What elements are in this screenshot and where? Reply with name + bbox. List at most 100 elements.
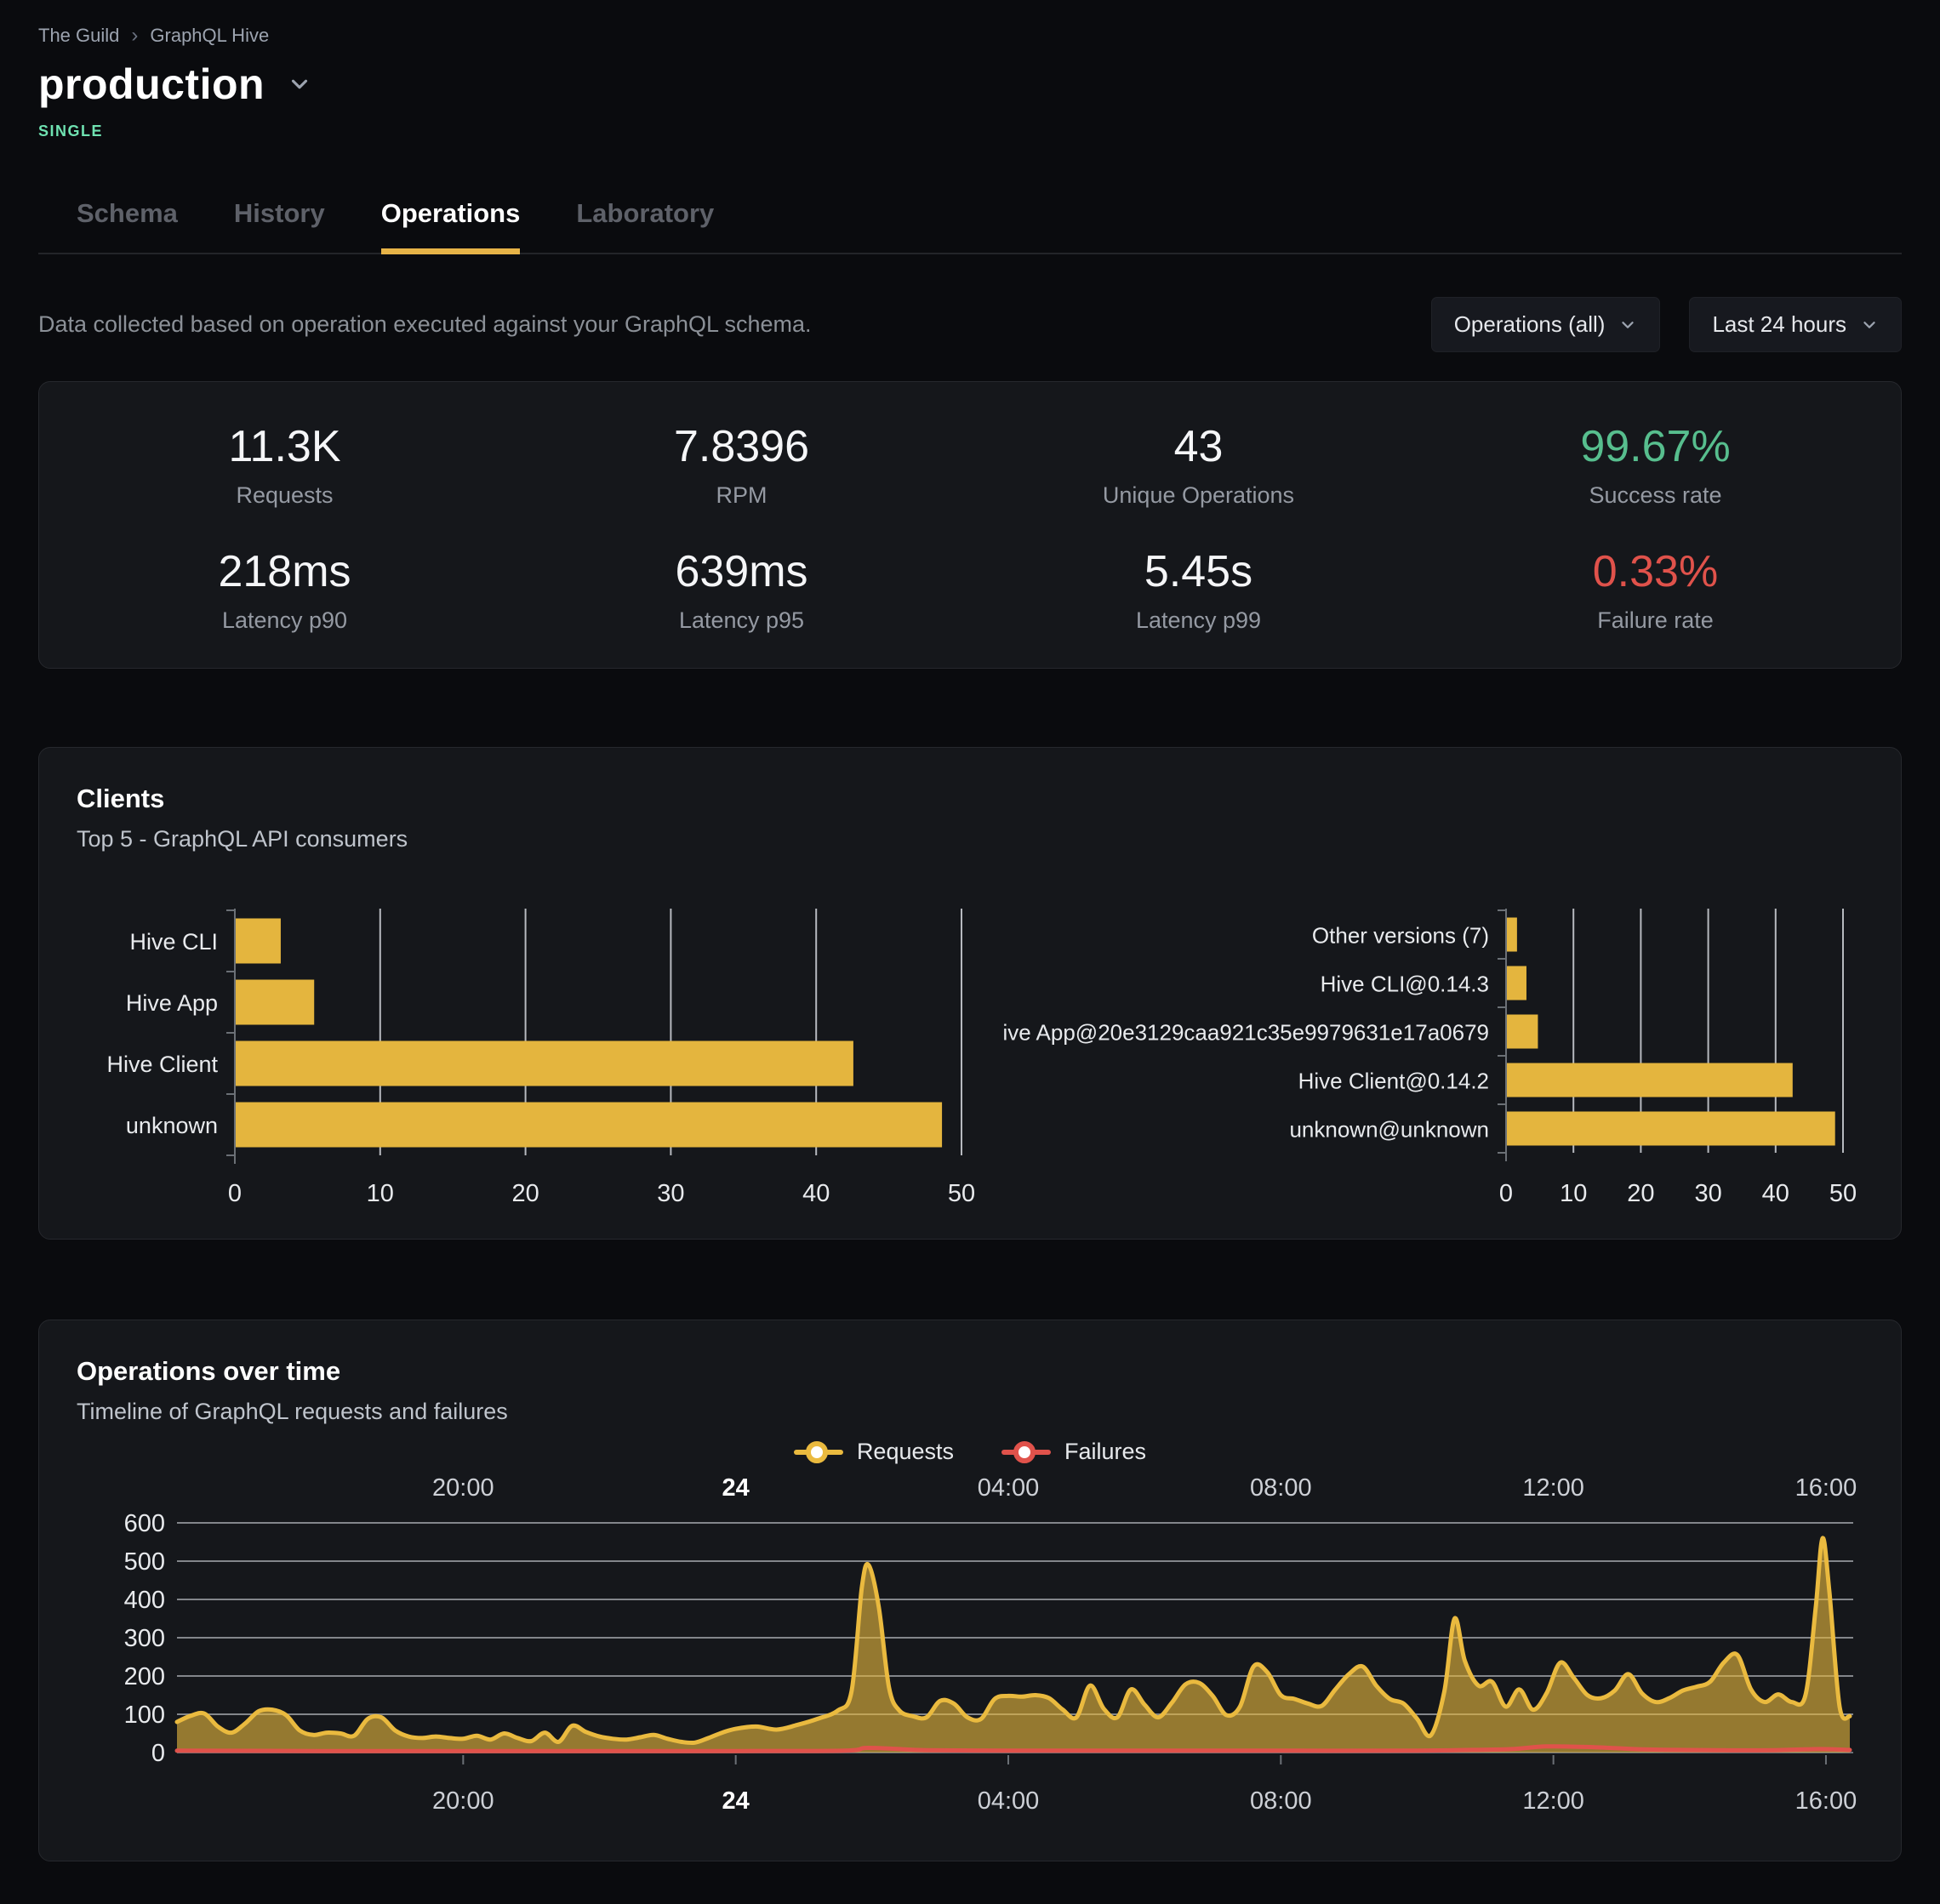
- target-badge-single: SINGLE: [38, 123, 104, 140]
- svg-text:Other versions (7): Other versions (7): [1312, 923, 1489, 949]
- tab-label: Operations: [380, 198, 521, 228]
- stat-label: RPM: [716, 482, 767, 508]
- svg-text:50: 50: [948, 1180, 975, 1207]
- stat-requests: 11.3K Requests: [56, 421, 513, 509]
- operations-over-time-title: Operations over time: [77, 1356, 341, 1386]
- stat-label: Unique Operations: [1102, 482, 1295, 508]
- svg-text:24: 24: [722, 1787, 750, 1815]
- clients-title: Clients: [77, 784, 165, 813]
- main: Data collected based on operation execut…: [0, 297, 1940, 1861]
- svg-text:200: 200: [124, 1663, 165, 1690]
- target-selector[interactable]: production: [38, 60, 1902, 109]
- svg-text:12:00: 12:00: [1522, 1474, 1584, 1502]
- svg-text:30: 30: [657, 1180, 684, 1207]
- tab-label: Laboratory: [576, 198, 715, 228]
- stat-label: Latency p99: [1135, 607, 1262, 633]
- stat-value: 11.3K: [228, 422, 341, 471]
- svg-text:10: 10: [367, 1180, 394, 1207]
- clients-subtitle: Top 5 - GraphQL API consumers: [77, 826, 408, 852]
- operations-filter-label: Operations (all): [1453, 311, 1606, 337]
- stat-value: 639ms: [675, 547, 808, 596]
- svg-text:12:00: 12:00: [1522, 1787, 1584, 1815]
- svg-text:300: 300: [124, 1625, 165, 1652]
- breadcrumb-project-link[interactable]: GraphQL Hive: [150, 25, 270, 46]
- svg-text:0: 0: [151, 1740, 165, 1767]
- active-tab-underline: [380, 248, 521, 254]
- stat-rpm: 7.8396 RPM: [513, 421, 970, 509]
- operations-over-time-card: Operations over time Timeline of GraphQL…: [38, 1320, 1902, 1861]
- operations-over-time-subtitle: Timeline of GraphQL requests and failure…: [77, 1399, 508, 1424]
- stat-latency-p95: 639ms Latency p95: [513, 546, 970, 634]
- svg-text:24: 24: [722, 1474, 750, 1502]
- page-title: production: [38, 60, 265, 108]
- breadcrumb-org-link[interactable]: The Guild: [38, 25, 120, 46]
- svg-text:0: 0: [228, 1180, 242, 1207]
- stat-latency-p90: 218ms Latency p90: [56, 546, 513, 634]
- stat-label: Latency p90: [221, 607, 348, 633]
- chevron-down-icon: [1622, 321, 1635, 328]
- stat-value: 218ms: [218, 547, 351, 596]
- svg-text:40: 40: [1762, 1180, 1789, 1207]
- stat-value: 7.8396: [673, 422, 810, 471]
- svg-text:08:00: 08:00: [1250, 1787, 1312, 1815]
- stat-value: 5.45s: [1144, 547, 1253, 596]
- svg-text:Hive Client@0.14.2: Hive Client@0.14.2: [1298, 1069, 1489, 1094]
- chevron-down-icon[interactable]: [287, 71, 312, 97]
- stat-latency-p99: 5.45s Latency p99: [970, 546, 1427, 634]
- svg-text:04:00: 04:00: [978, 1787, 1040, 1815]
- tabs: Schema History Operations Laboratory: [38, 198, 1902, 254]
- stat-value: 43: [1173, 422, 1224, 471]
- svg-text:20:00: 20:00: [432, 1474, 494, 1502]
- stat-success-rate: 99.67% Success rate: [1427, 421, 1884, 509]
- svg-text:600: 600: [124, 1510, 165, 1537]
- controls-row: Data collected based on operation execut…: [38, 297, 1902, 352]
- stat-label: Failure rate: [1597, 607, 1714, 633]
- svg-text:16:00: 16:00: [1795, 1787, 1857, 1815]
- tab-schema[interactable]: Schema: [77, 198, 178, 253]
- stat-label: Latency p95: [678, 607, 805, 633]
- clients-charts: Hive CLI Hive App Hive Client unknown 0 10 20 3…: [77, 904, 1863, 1208]
- svg-text:20:00: 20:00: [432, 1787, 494, 1815]
- clients-card: Clients Top 5 - GraphQL API consumers Hi…: [38, 747, 1902, 1240]
- svg-text:08:00: 08:00: [1250, 1474, 1312, 1502]
- legend-item-requests[interactable]: Requests: [793, 1439, 955, 1465]
- filters: Operations (all) Last 24 hours: [1430, 297, 1902, 352]
- operations-filter-button[interactable]: Operations (all): [1430, 297, 1661, 352]
- svg-text:400: 400: [124, 1587, 165, 1614]
- legend-item-failures[interactable]: Failures: [1001, 1439, 1146, 1465]
- svg-text:Hive App: Hive App: [126, 990, 218, 1016]
- svg-text:unknown: unknown: [126, 1113, 218, 1138]
- stats-card: 11.3K Requests 7.8396 RPM 43 Unique Operation…: [38, 381, 1902, 669]
- clients-by-name-chart: Hive CLI Hive App Hive Client unknown 0 10 20 3…: [106, 909, 975, 1207]
- period-filter-button[interactable]: Last 24 hours: [1689, 297, 1902, 352]
- breadcrumb: The Guild › GraphQL Hive: [38, 24, 1902, 48]
- svg-text:04:00: 04:00: [978, 1474, 1040, 1502]
- clients-by-version-chart: Other versions (7) Hive CLI@0.14.3 Hive Ap…: [1004, 909, 1857, 1207]
- svg-text:40: 40: [802, 1180, 830, 1207]
- page-header: The Guild › GraphQL Hive production SING…: [0, 0, 1940, 254]
- svg-text:20: 20: [1627, 1180, 1654, 1207]
- svg-text:20: 20: [511, 1180, 539, 1207]
- svg-text:Hive App@20e3129caa921c35e9979: Hive App@20e3129caa921c35e9979631e17a067…: [1004, 1020, 1489, 1046]
- legend-label-requests: Requests: [856, 1439, 955, 1464]
- timeline-legend: Requests Failures: [77, 1439, 1863, 1465]
- stat-value: 99.67%: [1580, 422, 1731, 471]
- svg-text:Hive CLI@0.14.3: Hive CLI@0.14.3: [1321, 972, 1489, 997]
- page-description: Data collected based on operation execut…: [38, 311, 812, 337]
- tab-history[interactable]: History: [234, 198, 325, 253]
- svg-text:unknown@unknown: unknown@unknown: [1289, 1117, 1489, 1143]
- failures-series-icon: [1001, 1440, 1052, 1463]
- tabs-nav: Schema History Operations Laboratory: [38, 198, 1902, 254]
- tab-operations[interactable]: Operations: [380, 198, 521, 254]
- svg-text:30: 30: [1694, 1180, 1721, 1207]
- tab-laboratory[interactable]: Laboratory: [576, 198, 714, 253]
- stat-label: Success rate: [1589, 482, 1722, 508]
- svg-text:100: 100: [124, 1702, 165, 1729]
- svg-text:Hive CLI: Hive CLI: [129, 929, 218, 955]
- svg-text:10: 10: [1560, 1180, 1587, 1207]
- chevron-down-icon: [1863, 321, 1875, 328]
- svg-text:16:00: 16:00: [1795, 1474, 1857, 1502]
- svg-text:Hive Client: Hive Client: [106, 1052, 218, 1077]
- breadcrumb-separator-icon: ›: [131, 24, 139, 47]
- stat-unique-operations: 43 Unique Operations: [970, 421, 1427, 509]
